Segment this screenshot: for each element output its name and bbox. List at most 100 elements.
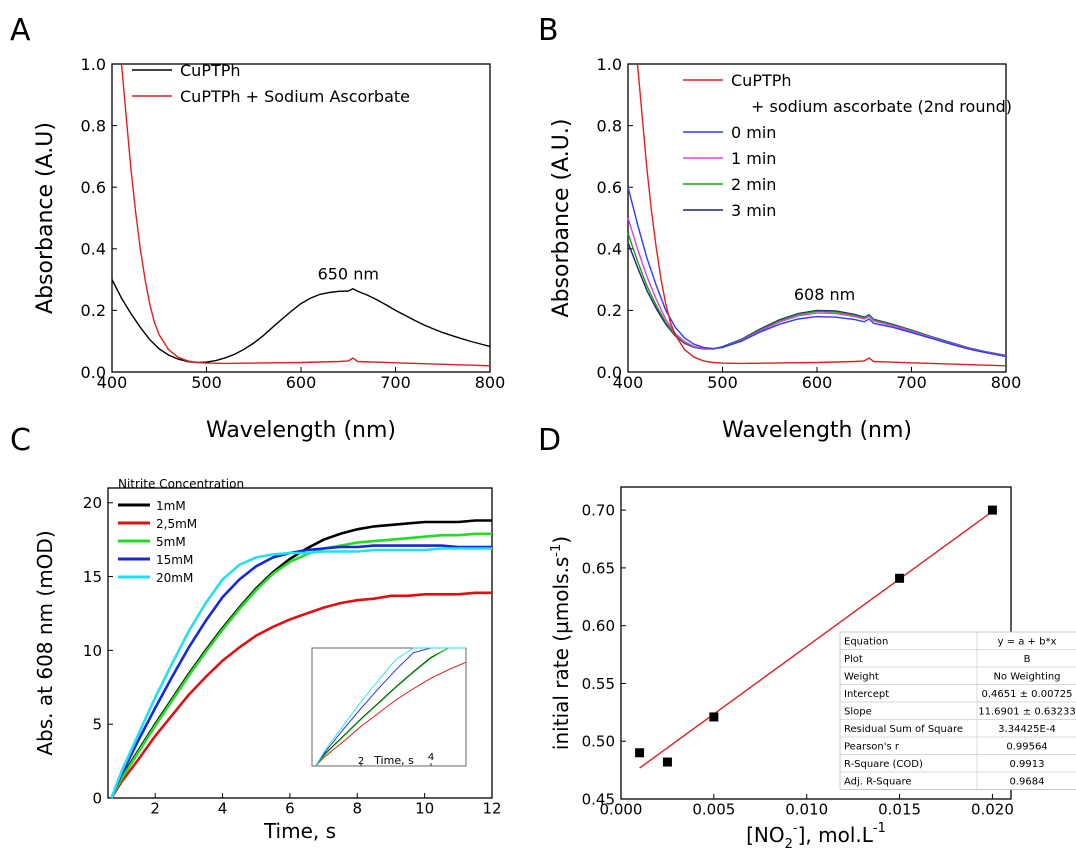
x-axis-label-part: ], mol.L xyxy=(798,823,874,847)
fit-table-key: Intercept xyxy=(844,689,889,700)
x-axis-label-part: -1 xyxy=(873,821,886,836)
y-tick-label: 0.2 xyxy=(597,301,622,320)
fit-table-value: 3.34425E-4 xyxy=(998,724,1056,735)
y-tick-label: 0.8 xyxy=(597,116,622,135)
x-axis-label: [NO2-], mol.L-1 xyxy=(746,821,886,852)
y-tick-label: 5 xyxy=(92,716,102,734)
fit-table-value: 0.9913 xyxy=(1010,759,1045,770)
x-tick-label: 500 xyxy=(707,373,738,392)
fit-table xyxy=(839,631,1076,790)
y-tick-label: 0.2 xyxy=(81,301,106,320)
legend-label: 1 min xyxy=(731,149,776,168)
y-axis-label: Abs. at 608 nm (mOD) xyxy=(33,530,57,755)
y-axis-label: Absorbance (A.U.) xyxy=(549,119,574,318)
data-point xyxy=(662,757,672,767)
x-tick-label: 400 xyxy=(97,373,128,392)
x-tick-label: 700 xyxy=(380,373,411,392)
x-tick-label: 4 xyxy=(218,799,228,817)
chart-b: 400 500 600 700 800 0.0 0.2 0.4 0.6 0.8 1.0 Wavelen… xyxy=(549,55,1021,443)
fit-table-value: 0.99564 xyxy=(1006,742,1047,753)
legend-label: 1mM xyxy=(156,499,186,513)
y-tick-label: 0.0 xyxy=(81,363,106,382)
x-tick-label: 0.000 xyxy=(600,800,643,818)
fit-table-value: 0.4651 ± 0.00725 xyxy=(981,689,1072,700)
y-tick-label: 1.0 xyxy=(597,55,622,74)
y-axis-label-part: initial rate (µmols.s xyxy=(549,557,573,750)
series-line-2 xyxy=(110,532,492,799)
legend-label: CuPTPh + Sodium Ascorbate xyxy=(180,87,410,106)
chart-a: 400 500 600 700 800 0.0 0.2 0.4 0.6 0.8 1.0 Wavelen… xyxy=(33,55,505,443)
y-tick-label: 10 xyxy=(83,642,102,660)
y-tick-label: 0.6 xyxy=(597,178,622,197)
legend-title: Nitrite Concentration xyxy=(118,477,244,491)
panel-label-d: D xyxy=(538,423,561,458)
x-axis-label-part: [NO xyxy=(746,823,785,847)
fit-table-key: Plot xyxy=(844,654,863,665)
x-tick-label: 700 xyxy=(896,373,927,392)
chart-c: 2 4 6 8 10 12 0 5 10 15 20 Time, s Abs. at 608 nm (m… xyxy=(33,477,502,843)
series-line-3 xyxy=(110,544,492,799)
data-point xyxy=(987,505,997,515)
legend-label: 20mM xyxy=(156,571,193,585)
panel-label-c: C xyxy=(10,423,31,458)
inset-series-line-4 xyxy=(315,647,466,767)
peak-annotation: 650 nm xyxy=(318,265,379,284)
fit-line xyxy=(639,510,993,769)
x-tick-label: 400 xyxy=(613,373,644,392)
x-axis-label-part: 2 xyxy=(785,837,793,852)
series-line-3 xyxy=(627,187,1007,358)
y-axis-label: initial rate (µmols.s-1) xyxy=(549,536,573,750)
data-point xyxy=(635,748,645,758)
y-tick-label: 0 xyxy=(92,789,102,807)
plot-frame xyxy=(107,487,493,799)
data-point xyxy=(709,712,719,722)
y-axis-label-part: ) xyxy=(549,536,573,544)
y-tick-label: 1.0 xyxy=(81,55,106,74)
y-tick-label: 0.55 xyxy=(582,675,615,693)
fit-table-key: Weight xyxy=(844,672,879,683)
x-tick-label: 500 xyxy=(191,373,222,392)
x-tick-label: 0.010 xyxy=(785,800,828,818)
y-tick-label: 0.70 xyxy=(582,502,615,520)
legend-label: CuPTPh xyxy=(180,61,241,80)
x-tick-label: 8 xyxy=(352,799,362,817)
legend-label: 2 min xyxy=(731,175,776,194)
fit-table-key: Slope xyxy=(844,707,872,718)
legend-label: 2,5mM xyxy=(156,517,197,531)
x-tick-label: 600 xyxy=(802,373,833,392)
fit-table-value: No Weighting xyxy=(993,672,1060,683)
y-tick-label: 0.4 xyxy=(81,240,106,259)
fit-table-key: Pearson's r xyxy=(844,742,900,753)
inset-x-tick-label: 4 xyxy=(428,752,434,763)
legend-label: 3 min xyxy=(731,201,776,220)
legend-label-continued: + sodium ascorbate (2nd round) xyxy=(751,97,1012,116)
y-axis-label-part: -1 xyxy=(549,544,564,557)
series-line-2 xyxy=(627,217,1007,357)
legend-label: 0 min xyxy=(731,123,776,142)
fit-table-value: 11.6901 ± 0.63233 xyxy=(978,707,1075,718)
y-tick-label: 20 xyxy=(83,494,102,512)
y-tick-label: 0.4 xyxy=(597,240,622,259)
x-axis-label-part: - xyxy=(793,821,798,836)
legend-label: 15mM xyxy=(156,553,193,567)
data-point xyxy=(895,573,905,583)
x-axis-label: Time, s xyxy=(263,819,336,843)
x-tick-label: 0.015 xyxy=(878,800,921,818)
fit-table-key: Equation xyxy=(844,637,888,648)
y-tick-label: 0.8 xyxy=(81,116,106,135)
y-tick-label: 0.45 xyxy=(582,790,615,808)
fit-table-value: 0.9684 xyxy=(1010,777,1045,788)
x-tick-label: 0.005 xyxy=(692,800,735,818)
y-tick-label: 15 xyxy=(83,568,102,586)
legend-label: 5mM xyxy=(156,535,186,549)
fit-table-value: B xyxy=(1024,654,1031,665)
x-tick-label: 6 xyxy=(285,799,295,817)
x-tick-label: 0.020 xyxy=(971,800,1014,818)
series-line-1 xyxy=(120,63,491,367)
x-tick-label: 800 xyxy=(475,373,506,392)
y-tick-label: 0.50 xyxy=(582,733,615,751)
inset-x-tick-label: 2 xyxy=(358,756,364,767)
y-tick-label: 0.6 xyxy=(81,178,106,197)
y-tick-label: 0.60 xyxy=(582,617,615,635)
